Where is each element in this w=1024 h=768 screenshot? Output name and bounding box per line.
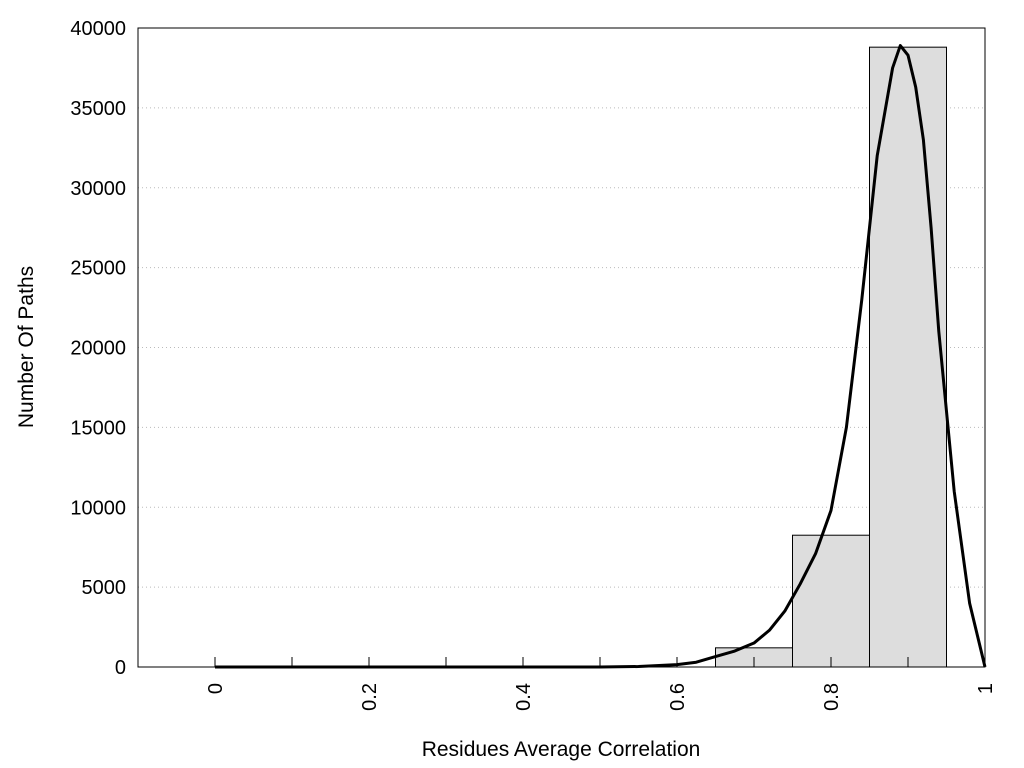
- x-axis-title: Residues Average Correlation: [422, 738, 701, 761]
- y-axis-title: Number Of Paths: [15, 266, 38, 428]
- x-tick-label: 0.4: [513, 683, 535, 711]
- plot-frame: [137, 27, 986, 668]
- x-tick-label: 0.6: [667, 683, 689, 711]
- y-tick-label: 30000: [70, 178, 126, 200]
- x-tick-label: 1: [975, 683, 997, 694]
- y-tick-label: 35000: [70, 98, 126, 120]
- y-tick-label: 25000: [70, 258, 126, 280]
- histogram-bar: [869, 46, 947, 668]
- y-tick-label: 15000: [70, 417, 126, 439]
- x-tick-label: 0.2: [359, 683, 381, 711]
- x-tick-label: 0: [205, 683, 227, 694]
- histogram-bar: [792, 534, 870, 668]
- y-tick-label: 40000: [70, 18, 126, 40]
- grid-lines: [138, 107, 985, 588]
- histogram-bars: [715, 46, 947, 668]
- y-tick-label: 20000: [70, 338, 126, 360]
- y-axis: 0 5000 10000 15000 20000 25000 30000 35000 40000: [70, 18, 126, 679]
- y-tick-label: 10000: [70, 497, 126, 519]
- y-tick-label: 0: [115, 657, 126, 679]
- x-axis: 0 0.2 0.4 0.6 0.8 1: [205, 657, 997, 711]
- x-tick-label: 0.8: [821, 683, 843, 711]
- y-tick-label: 5000: [82, 577, 127, 599]
